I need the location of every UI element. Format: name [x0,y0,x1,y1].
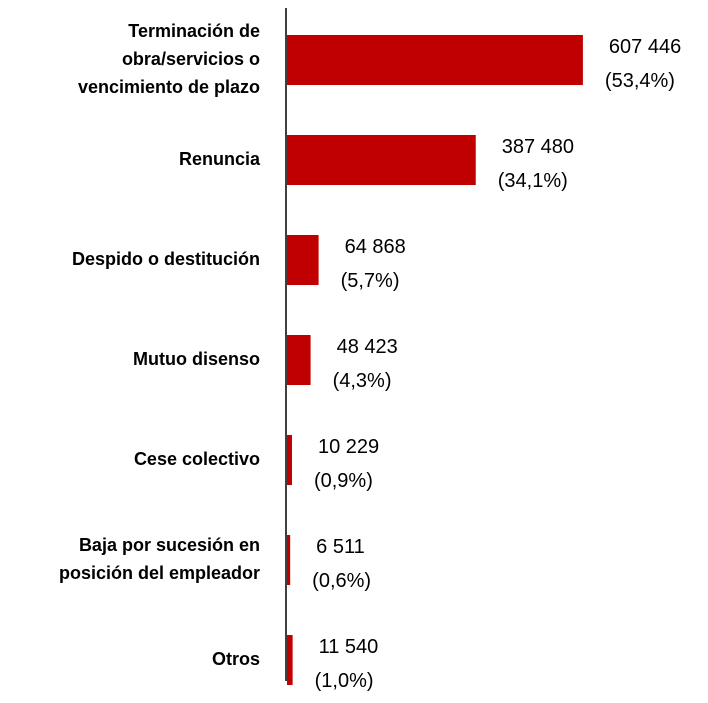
share-label: (53,4%) [605,70,675,92]
share-label: (0,6%) [312,570,371,592]
category-label: Terminación de obra/servicios o vencimient… [78,21,260,97]
value-label: 64 868 [345,236,406,258]
value-label: 607 446 [609,36,681,58]
value-label: 11 540 [319,636,379,658]
bar [287,135,476,185]
share-label: (5,7%) [341,270,400,292]
share-label: (1,0%) [315,670,374,692]
category-label: Despido o destitución [72,249,260,269]
bar [287,635,293,685]
bar [287,535,291,585]
category-label: Otros [212,649,260,669]
value-label: 48 423 [337,336,398,358]
share-label: (4,3%) [333,370,392,392]
share-label: (34,1%) [498,170,568,192]
share-label: (0,9%) [314,470,373,492]
bar [287,235,319,285]
category-label: Cese colectivo [134,449,260,469]
value-label: 387 480 [502,136,574,158]
bar [287,35,583,85]
bar [287,335,311,385]
category-label: Renuncia [179,149,261,169]
value-label: 6 511 [316,536,365,558]
category-label: Baja por sucesión en posición del emplead… [59,535,260,583]
bar [287,435,292,485]
value-label: 10 229 [318,436,379,458]
category-label: Mutuo disenso [133,349,260,369]
